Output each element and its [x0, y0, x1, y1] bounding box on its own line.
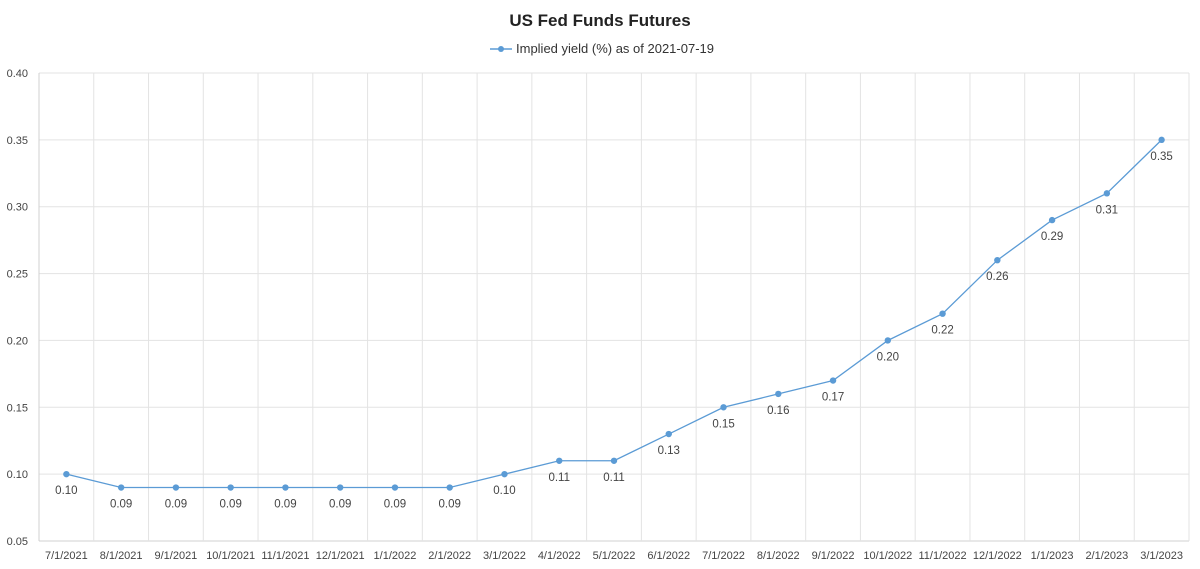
x-tick-label: 9/1/2022: [812, 550, 855, 562]
x-tick-label: 7/1/2022: [702, 550, 745, 562]
y-axis-ticks: 0.05 0.10 0.15 0.20 0.25 0.30 0.35 0.40: [7, 68, 28, 548]
data-label: 0.20: [877, 351, 899, 363]
data-label: 0.10: [493, 485, 515, 497]
x-tick-label: 1/1/2023: [1031, 550, 1074, 562]
legend-label: Implied yield (%) as of 2021-07-19: [516, 41, 714, 56]
x-tick-label: 2/1/2023: [1085, 550, 1128, 562]
data-point: [720, 404, 727, 411]
y-tick-label: 0.10: [7, 469, 28, 481]
data-point: [775, 390, 782, 398]
data-label: 0.10: [55, 485, 77, 497]
data-label: 0.16: [767, 405, 789, 417]
data-labels: 0.10 0.09 0.09 0.09 0.09 0.09 0.09 0.09 0.10 0.11…: [55, 151, 1173, 511]
data-label: 0.35: [1150, 151, 1172, 163]
data-label: 0.09: [384, 499, 406, 511]
y-tick-label: 0.05: [7, 536, 28, 548]
data-label: 0.13: [658, 445, 680, 457]
y-tick-label: 0.30: [7, 202, 28, 214]
data-label: 0.22: [931, 325, 953, 337]
y-tick-label: 0.25: [7, 269, 28, 281]
data-point: [63, 470, 70, 478]
y-tick-label: 0.20: [7, 335, 28, 347]
x-tick-label: 6/1/2022: [647, 550, 690, 562]
data-point: [336, 484, 344, 491]
data-label: 0.09: [165, 499, 187, 511]
data-point: [610, 457, 618, 464]
plot-grid: [38, 72, 1190, 542]
data-label: 0.15: [712, 418, 734, 430]
data-point: [172, 484, 180, 491]
data-label: 0.11: [603, 472, 625, 484]
data-label: 0.09: [274, 499, 296, 511]
x-tick-label: 12/1/2022: [973, 550, 1022, 562]
chart-title: US Fed Funds Futures: [509, 11, 690, 30]
y-tick-label: 0.15: [7, 402, 28, 414]
x-tick-label: 2/1/2022: [428, 550, 471, 562]
data-point: [556, 457, 563, 464]
data-point: [1048, 216, 1056, 224]
y-tick-label: 0.35: [7, 135, 28, 147]
data-point: [282, 484, 289, 491]
data-label: 0.09: [110, 499, 132, 511]
data-point: [117, 484, 125, 491]
data-point: [501, 470, 508, 478]
legend-marker-swatch: [498, 46, 504, 52]
legend: Implied yield (%) as of 2021-07-19: [490, 41, 714, 56]
x-tick-label: 9/1/2021: [154, 550, 197, 562]
x-tick-label: 7/1/2021: [45, 550, 88, 562]
data-label: 0.26: [986, 271, 1008, 283]
x-tick-label: 11/1/2021: [261, 550, 309, 562]
data-label: 0.31: [1096, 204, 1118, 216]
x-tick-label: 10/1/2021: [206, 550, 255, 562]
data-point: [665, 430, 672, 438]
data-point: [994, 257, 1001, 264]
x-tick-label: 1/1/2022: [374, 550, 417, 562]
data-label: 0.17: [822, 392, 844, 404]
x-tick-label: 12/1/2021: [316, 550, 365, 562]
data-label: 0.11: [548, 472, 570, 484]
x-tick-label: 8/1/2021: [100, 550, 143, 562]
data-label: 0.09: [219, 499, 241, 511]
x-tick-label: 11/1/2022: [919, 550, 967, 562]
data-point: [884, 337, 892, 344]
x-tick-label: 4/1/2022: [538, 550, 581, 562]
data-point: [391, 484, 399, 491]
data-label: 0.09: [329, 499, 351, 511]
data-point: [1158, 136, 1165, 144]
y-tick-label: 0.40: [7, 68, 28, 80]
x-axis-ticks: 7/1/2021 8/1/2021 9/1/2021 10/1/2021 11/1/20…: [45, 550, 1183, 562]
x-tick-label: 3/1/2023: [1140, 550, 1183, 562]
data-point: [939, 310, 946, 317]
x-tick-label: 8/1/2022: [757, 550, 800, 562]
x-tick-label: 10/1/2022: [863, 550, 912, 562]
x-tick-label: 3/1/2022: [483, 550, 526, 562]
data-label: 0.29: [1041, 231, 1063, 243]
data-point: [227, 484, 234, 491]
data-point: [446, 484, 453, 491]
data-point: [1103, 190, 1111, 197]
x-tick-label: 5/1/2022: [593, 550, 636, 562]
series-line: [66, 139, 1163, 489]
data-point: [829, 377, 837, 384]
series-implied-yield: [63, 136, 1165, 491]
data-label: 0.09: [439, 499, 461, 511]
